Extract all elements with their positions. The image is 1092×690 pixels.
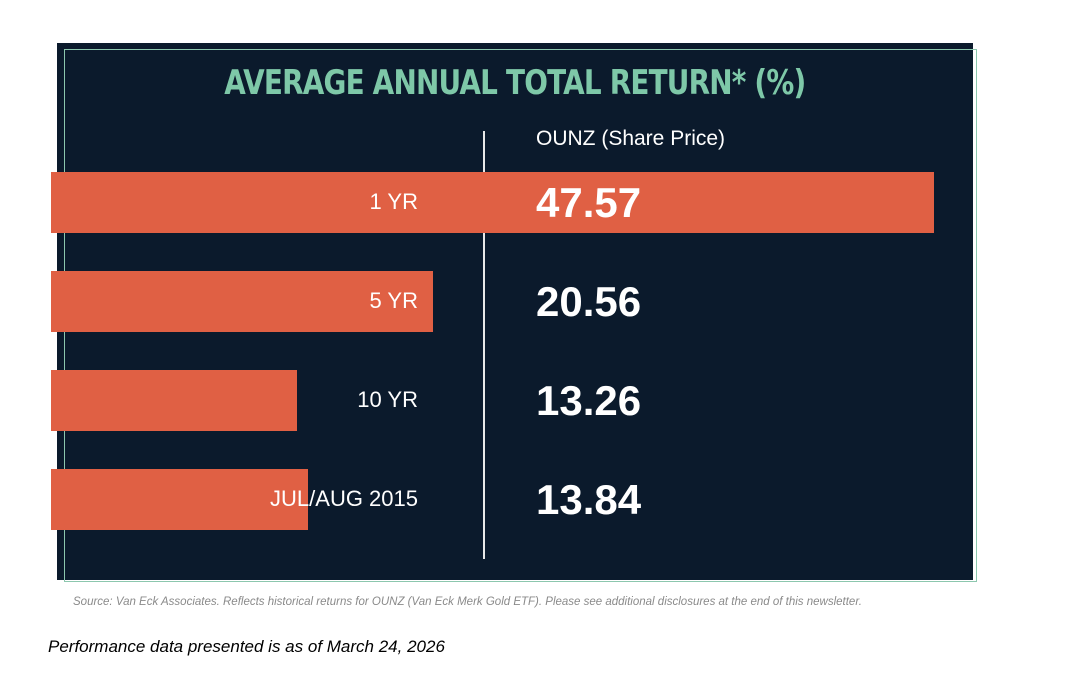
bar bbox=[51, 271, 433, 332]
value-label: 47.57 bbox=[536, 179, 642, 226]
bar bbox=[51, 469, 308, 530]
as-of-note: Performance data presented is as of Marc… bbox=[48, 637, 445, 656]
source-note: Source: Van Eck Associates. Reflects his… bbox=[73, 596, 862, 608]
category-label: 5 YR bbox=[369, 288, 418, 313]
value-label: 13.84 bbox=[536, 476, 642, 523]
value-label: 13.26 bbox=[536, 377, 642, 424]
bar bbox=[51, 172, 934, 233]
category-label: 1 YR bbox=[369, 189, 418, 214]
category-label: 10 YR bbox=[357, 387, 418, 412]
chart-title: AVERAGE ANNUAL TOTAL RETURN* (%) bbox=[224, 63, 806, 103]
category-label: JUL/AUG 2015 bbox=[270, 486, 418, 511]
bar bbox=[51, 370, 298, 431]
value-label: 20.56 bbox=[536, 278, 642, 325]
series-label: OUNZ (Share Price) bbox=[536, 127, 726, 150]
axis-divider bbox=[483, 131, 485, 559]
